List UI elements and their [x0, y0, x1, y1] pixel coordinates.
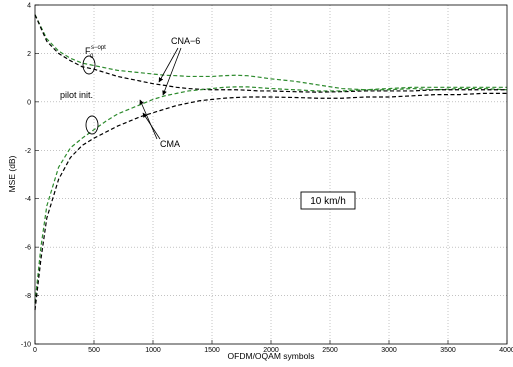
grid	[35, 5, 507, 344]
speed-box	[300, 191, 356, 210]
y-tick-label: -10	[21, 342, 31, 349]
cna6-arrow-1	[158, 47, 179, 83]
x-axis-ticks: 0 500 1000 1500 2000 2500 3000 3500 4000	[33, 340, 513, 354]
cma-label: CMA	[160, 139, 180, 149]
x-tick-label: 4000	[499, 347, 513, 354]
x-tick-label: 0	[33, 347, 37, 354]
y-axis-ticks: -10 -8 -6 -4 -2 0 2 4	[21, 3, 39, 349]
cma-arrow-2	[142, 112, 161, 140]
x-axis-label: OFDM/OQAM symbols	[228, 351, 315, 361]
y-tick-label: -4	[25, 196, 31, 203]
x-tick-label: 1000	[145, 347, 161, 354]
y-tick-label: 2	[27, 51, 31, 58]
x-tick-label: 2000	[263, 347, 279, 354]
y-tick-label: 4	[27, 3, 31, 10]
pilot-circle	[85, 115, 99, 135]
cna6-arrow-2	[162, 47, 182, 96]
x-tick-label: 3000	[381, 347, 397, 354]
y-tick-label: -2	[25, 148, 31, 155]
x-tick-label: 500	[88, 347, 100, 354]
x-tick-label: 1500	[204, 347, 220, 354]
series-line-3	[34, 86, 507, 303]
x-tick-label: 3500	[440, 347, 456, 354]
f0-subscript: 0	[90, 54, 94, 60]
speed-label: 10 km/h	[310, 196, 346, 207]
pilot-label: pilot init.	[60, 90, 93, 100]
x-tick-label: 2500	[322, 347, 338, 354]
y-tick-label: 0	[27, 99, 31, 106]
annotations: F s−opt 0 CNA−6 pilot init. CMA 10 km/h	[60, 36, 356, 210]
f0-superscript: s−opt	[91, 45, 106, 51]
f0-label: F	[85, 46, 91, 56]
y-tick-label: -8	[25, 293, 31, 300]
y-tick-label: -6	[25, 245, 31, 252]
cna6-label: CNA−6	[171, 36, 200, 46]
series-line-1	[34, 14, 508, 91]
y-axis-label: MSE (dB)	[7, 155, 17, 192]
cma-arrow-1	[139, 99, 158, 140]
f0-circle	[82, 55, 96, 75]
series-line-4	[34, 92, 507, 311]
